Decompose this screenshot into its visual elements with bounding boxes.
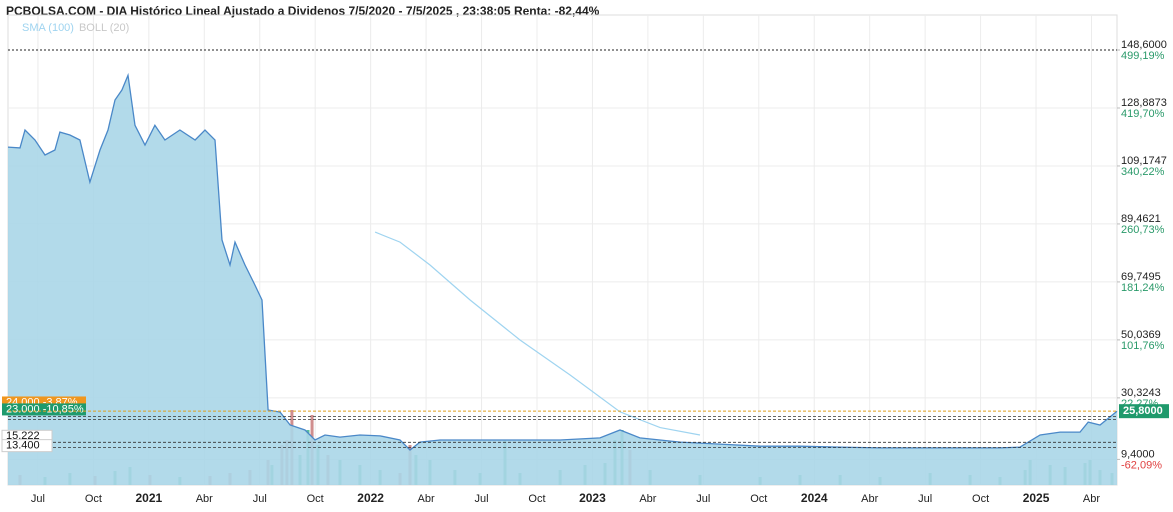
y-tick-label: 30,3243: [1121, 387, 1161, 399]
x-tick-label: Jul: [253, 493, 267, 505]
x-tick-label: Abr: [418, 493, 435, 505]
x-tick-label: Oct: [972, 493, 989, 505]
y2-tick-label: 101,76%: [1121, 340, 1165, 352]
x-tick-label: 2023: [579, 491, 606, 505]
y2-tick-label: 181,24%: [1121, 282, 1165, 294]
x-tick-label: Jul: [918, 493, 932, 505]
sma-line: [374, 231, 701, 436]
y-tick-label: 89,4621: [1121, 213, 1161, 225]
y2-tick-label: 340,22%: [1121, 166, 1165, 178]
x-tick-label: Oct: [528, 493, 545, 505]
x-tick-label: 2025: [1023, 491, 1050, 505]
x-tick-label: Oct: [85, 493, 102, 505]
y2-tick-label: 499,19%: [1121, 50, 1165, 62]
y-tick-label: 109,1747: [1121, 155, 1167, 167]
y2-tick-label: 419,70%: [1121, 108, 1165, 120]
x-tick-label: Jul: [475, 493, 489, 505]
chart-title: PCBOLSA.COM - DIA Histórico Lineal Ajust…: [6, 4, 600, 18]
x-tick-label: Abr: [861, 493, 878, 505]
x-tick-label: Oct: [307, 493, 324, 505]
x-tick-label: Abr: [196, 493, 213, 505]
last-price-label: 25,8000: [1123, 405, 1163, 417]
legend-entry: BOLL (20): [79, 22, 129, 34]
level-box: [1, 439, 53, 453]
y-tick-label: 9,4000: [1121, 448, 1155, 460]
last-price-box: [1119, 404, 1169, 419]
level-box: [2, 403, 86, 416]
x-tick-label: Abr: [1083, 493, 1100, 505]
x-tick-label: Abr: [639, 493, 656, 505]
y-tick-label: 128,8873: [1121, 97, 1167, 109]
legend-entry: SMA (100): [22, 22, 74, 34]
y-tick-label: 148,6000: [1121, 39, 1167, 51]
x-tick-label: 2022: [357, 491, 384, 505]
y-tick-label: 50,0369: [1121, 329, 1161, 341]
y2-tick-label: 260,73%: [1121, 224, 1165, 236]
x-tick-label: Oct: [750, 493, 767, 505]
price-area: [8, 75, 1117, 486]
x-tick-label: 2021: [135, 491, 162, 505]
y-tick-label: 69,7495: [1121, 271, 1161, 283]
level-label: 23.000 -10,85%: [6, 403, 84, 415]
x-tick-label: Jul: [696, 493, 710, 505]
x-tick-label: Jul: [31, 493, 45, 505]
level-label: 13.400: [6, 440, 40, 452]
x-tick-label: 2024: [801, 491, 828, 505]
y2-tick-label: -62,09%: [1121, 459, 1162, 471]
